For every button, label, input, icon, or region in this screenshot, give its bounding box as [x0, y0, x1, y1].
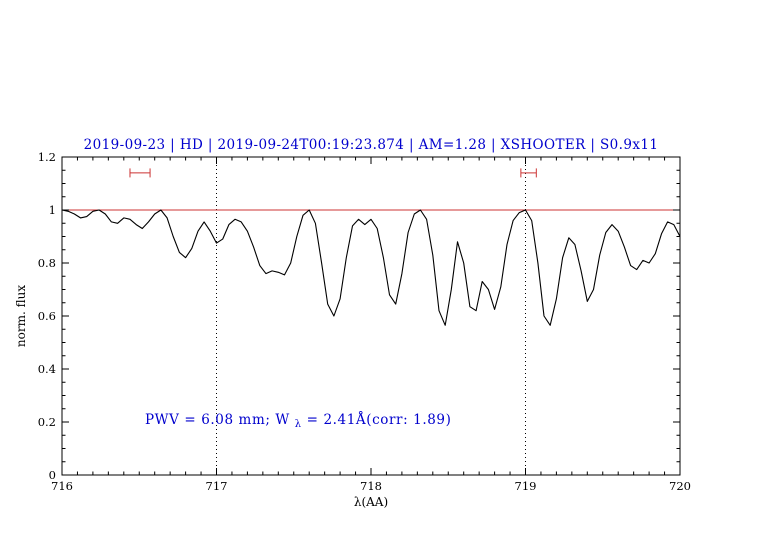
x-tick-label: 720: [669, 479, 691, 493]
x-tick-label: 716: [51, 479, 73, 493]
plot-area: 716 717 718 719 720 0 0.2 0.4 0.6 0.8 1 1.2: [38, 150, 691, 493]
pwv-annotation-suffix: = 2.41Å(corr: 1.89): [307, 412, 452, 428]
y-tick-label: 0.4: [38, 362, 56, 376]
pwv-annotation-subscript: λ: [295, 419, 302, 430]
plot-title: 2019-09-23 | HD | 2019-09-24T00:19:23.87…: [84, 137, 659, 153]
y-tick-label: 0.2: [38, 415, 56, 429]
y-tick-label: 0: [49, 468, 56, 482]
y-axis-label: norm. flux: [14, 285, 28, 347]
y-tick-label: 1: [49, 203, 56, 217]
y-tick-label: 1.2: [38, 150, 56, 164]
x-axis-label: λ(AA): [354, 495, 388, 509]
pwv-annotation: PWV = 6.08 mm; W λ = 2.41Å(corr: 1.89): [145, 412, 451, 431]
y-tick-label: 0.6: [38, 309, 56, 323]
axes-frame: [61, 156, 681, 476]
spectrum-line: [61, 209, 681, 326]
pwv-annotation-prefix: PWV = 6.08 mm; W: [145, 412, 290, 428]
x-tick-label: 718: [360, 479, 382, 493]
x-tick-label: 717: [206, 479, 228, 493]
x-tick-label: 719: [515, 479, 537, 493]
y-tick-label: 0.8: [38, 256, 56, 270]
